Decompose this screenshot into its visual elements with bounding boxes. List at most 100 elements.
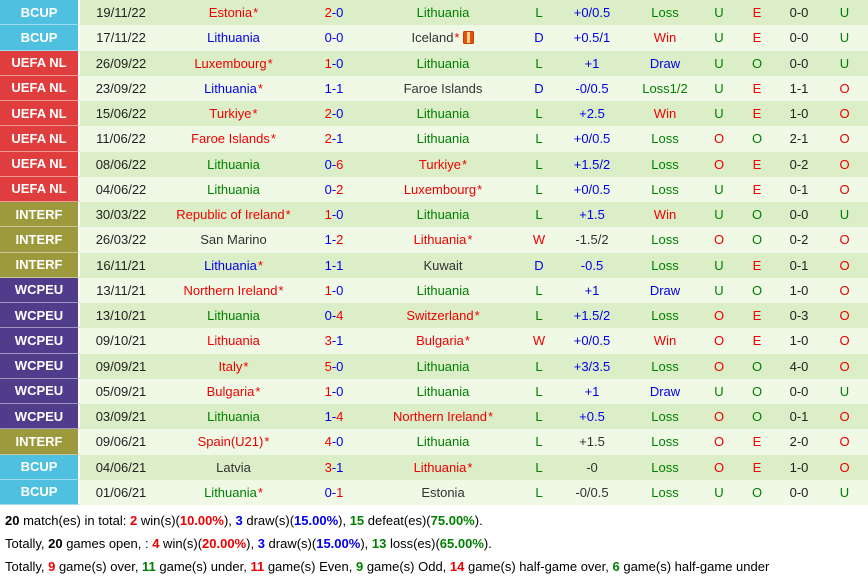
score-dash: - [331, 156, 337, 172]
result-letter: W [523, 227, 555, 252]
handicap-value: +2.5 [555, 101, 629, 126]
match-date: 17/11/22 [80, 25, 162, 50]
league-badge-label: BCUP [20, 484, 58, 500]
marked-team-star: * [285, 207, 291, 223]
full-time-score: 1-0 [305, 278, 363, 303]
score-dash: - [331, 358, 337, 374]
summary-segment: ), [360, 536, 372, 551]
score-dash: - [331, 459, 337, 475]
match-date: 04/06/22 [80, 177, 162, 202]
handicap-result-label: Loss [651, 131, 679, 147]
marked-team-star: * [474, 308, 480, 324]
away-team: Estonia [363, 480, 523, 505]
home-team: Italy * [162, 354, 305, 379]
handicap-value-label: -0/0.5 [575, 484, 609, 500]
half-time-score-label: 1-0 [789, 282, 809, 298]
over-under-result-label: U [714, 484, 724, 500]
half-time-score: 1-0 [777, 455, 821, 480]
summary-line: 20 match(es) in total: 2 win(s)(10.00%),… [5, 509, 868, 532]
marked-team-star: * [270, 131, 276, 147]
score-dash: - [331, 207, 337, 223]
match-row: UEFA NL 15/06/22 Turkiye * 2-0 Lithuania L +2.5… [0, 101, 868, 127]
over-under-result-label: U [714, 30, 724, 46]
match-history-table: BCUP 19/11/22 Estonia * 2-0 Lithuania L +0/0.5 L… [0, 0, 868, 505]
full-time-score: 0-4 [305, 303, 363, 328]
home-goals: 4 [324, 434, 332, 450]
league-badge: INTERF [0, 227, 80, 253]
result-letter-label: D [534, 30, 544, 46]
match-row: INTERF 26/03/22 San Marino 1-2 Lithuania * W -1… [0, 227, 868, 253]
away-team-label: Lithuania [416, 131, 470, 147]
home-goals: 2 [324, 106, 332, 122]
home-goals: 0 [324, 156, 332, 172]
half-over-under-result-label: O [839, 409, 850, 425]
full-time-score: 1-1 [305, 253, 363, 278]
result-letter: L [523, 202, 555, 227]
over-under-result: U [701, 51, 737, 76]
summary-segment: 11 [250, 559, 265, 574]
result-letter-label: L [535, 308, 543, 324]
home-team: Lithuania [162, 25, 305, 50]
home-goals: 2 [324, 5, 332, 21]
full-time-score: 1-0 [305, 202, 363, 227]
summary-segment: game(s) Even, [264, 559, 356, 574]
home-team-label: Faroe Islands [191, 131, 270, 147]
home-team-label: Lithuania [207, 333, 260, 349]
full-time-score: 4-0 [305, 429, 363, 454]
match-row: INTERF 09/06/21 Spain(U21) * 4-0 Lithuania L +1… [0, 429, 868, 455]
away-goals: 1 [336, 333, 344, 349]
summary-segment: 13 [371, 536, 387, 551]
over-under-result: U [701, 202, 737, 227]
away-team: Kuwait [363, 253, 523, 278]
league-badge-label: WCPEU [14, 332, 64, 348]
over-under-result: U [701, 177, 737, 202]
even-odd-result-label: E [752, 181, 762, 197]
handicap-value: +1 [555, 379, 629, 404]
score-dash: - [331, 282, 337, 298]
summary-segment: ), [223, 513, 236, 528]
league-badge-label: BCUP [20, 4, 58, 20]
result-letter: L [523, 303, 555, 328]
home-goals: 5 [324, 358, 332, 374]
league-badge-label: BCUP [20, 29, 58, 45]
home-goals: 3 [324, 333, 332, 349]
handicap-value-label: -0/0.5 [575, 80, 609, 96]
marked-team-star: * [278, 282, 284, 298]
full-time-score: 2-0 [305, 101, 363, 126]
league-badge: UEFA NL [0, 101, 80, 127]
summary-segment: 9 [355, 559, 364, 574]
half-time-score: 0-0 [777, 202, 821, 227]
away-team-label: Faroe Islands [403, 80, 483, 96]
over-under-result-label: O [713, 409, 725, 425]
handicap-result: Loss [629, 354, 701, 379]
over-under-result-label: O [713, 131, 725, 147]
even-odd-result-label: O [751, 55, 763, 71]
marked-team-star: * [255, 383, 261, 399]
handicap-value: +0/0.5 [555, 328, 629, 353]
handicap-value: -0 [555, 455, 629, 480]
home-team-label: Lithuania [207, 30, 260, 46]
home-goals: 1 [324, 409, 332, 425]
home-team-label: Turkiye [209, 106, 252, 122]
even-odd-result-label: O [751, 232, 763, 248]
result-letter-label: L [535, 383, 543, 399]
half-time-score: 2-1 [777, 126, 821, 151]
half-over-under-result: U [821, 379, 868, 404]
half-over-under-result: O [821, 328, 868, 353]
over-under-result-label: O [713, 434, 725, 450]
half-over-under-result-label: O [839, 358, 850, 374]
match-date-label: 04/06/22 [95, 181, 147, 197]
marked-team-star: * [257, 484, 263, 500]
score-dash: - [331, 5, 337, 21]
handicap-result: Loss [629, 253, 701, 278]
away-goals: 1 [336, 484, 344, 500]
match-date: 23/09/22 [80, 76, 162, 101]
score-dash: - [331, 434, 337, 450]
match-row: UEFA NL 23/09/22 Lithuania * 1-1 Faroe Island… [0, 75, 868, 101]
half-time-score-label: 1-1 [789, 80, 809, 96]
match-date-label: 26/03/22 [95, 232, 147, 248]
summary-segment: 15 [349, 513, 365, 528]
even-odd-result-label: E [752, 5, 762, 21]
half-over-under-result-label: O [839, 181, 850, 197]
over-under-result: U [701, 76, 737, 101]
